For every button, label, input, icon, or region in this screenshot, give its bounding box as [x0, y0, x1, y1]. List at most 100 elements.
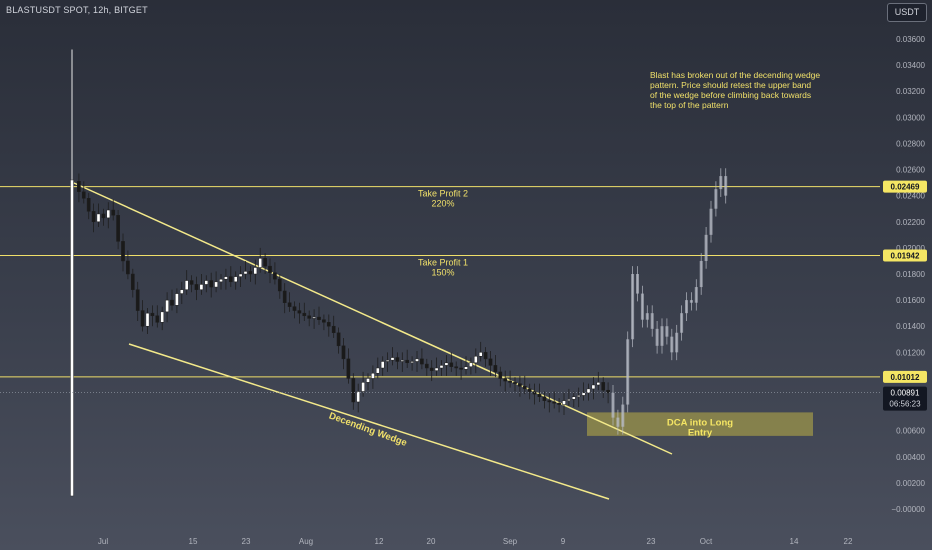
level-price-label: 0.01012 — [891, 373, 920, 382]
entry-zone-box[interactable] — [587, 412, 813, 436]
x-tick-label: 9 — [561, 537, 566, 546]
candle — [586, 388, 591, 394]
candle — [503, 378, 508, 382]
projection-candle — [680, 313, 684, 333]
candle — [366, 378, 370, 383]
y-tick-label: 0.03200 — [896, 87, 925, 96]
candle — [165, 299, 169, 313]
projection-candle — [650, 313, 654, 329]
x-tick-label: 23 — [647, 537, 656, 546]
candle — [346, 358, 351, 379]
candle — [571, 396, 576, 400]
projection-candle — [709, 208, 713, 235]
symbol-title: BLASTUSDT SPOT, 12h, BITGET — [6, 5, 148, 15]
candle — [508, 380, 512, 383]
level-label: Take Profit 1 — [418, 257, 468, 267]
candle — [312, 316, 316, 319]
projection-candle — [719, 176, 723, 190]
projection-candle — [714, 189, 718, 209]
candle — [557, 403, 561, 405]
projection-candle — [689, 300, 693, 303]
candle — [145, 312, 150, 327]
y-tick-label: 0.01600 — [896, 296, 925, 305]
candle — [434, 367, 439, 371]
x-tick-label: 14 — [790, 537, 799, 546]
candle — [233, 276, 238, 283]
x-tick-label: Oct — [700, 537, 713, 546]
candle — [581, 392, 586, 396]
candle — [101, 213, 106, 219]
candle — [263, 258, 267, 267]
candle — [219, 278, 223, 283]
candle — [410, 361, 414, 364]
candle — [420, 358, 424, 365]
projection-candle — [675, 332, 679, 353]
candle — [204, 280, 209, 285]
candle — [199, 284, 204, 290]
candle — [493, 365, 498, 373]
candle — [326, 322, 331, 327]
candle — [478, 352, 483, 357]
candle — [258, 258, 263, 268]
x-axis: Jul 15 23 Aug 12 20 Sep 9 23 Oct 14 22 — [98, 537, 853, 546]
annotation-line: of the wedge before climbing back toward… — [650, 90, 811, 100]
candle — [395, 357, 400, 362]
candle — [116, 215, 120, 242]
level-sublabel: 220% — [431, 199, 454, 209]
candle — [513, 382, 517, 384]
candle — [498, 371, 503, 379]
last-price-value: 0.00891 — [891, 389, 920, 398]
candle — [390, 357, 395, 361]
candle — [356, 391, 361, 403]
candle — [596, 382, 601, 386]
x-tick-label: 12 — [375, 537, 384, 546]
candle — [400, 359, 405, 362]
candle — [371, 372, 375, 379]
wedge-upper-line[interactable] — [73, 182, 673, 455]
candle — [135, 289, 140, 311]
candle — [126, 260, 130, 275]
candle — [473, 356, 478, 364]
y-tick-label: 0.01800 — [896, 270, 925, 279]
candle — [170, 299, 174, 306]
candle — [282, 290, 287, 303]
candle — [591, 384, 596, 390]
candle — [385, 359, 390, 362]
candle — [243, 271, 248, 275]
level-sublabel: 150% — [431, 267, 454, 277]
currency-button[interactable]: USDT — [887, 3, 927, 22]
candle — [351, 378, 356, 403]
candle — [542, 396, 547, 401]
candle — [224, 276, 228, 280]
candle — [184, 280, 189, 290]
last-price-badge — [883, 386, 927, 411]
annotation-note: Blast has broken out of the decending we… — [650, 70, 820, 110]
candle — [155, 315, 160, 323]
y-tick-label: 0.02200 — [896, 218, 925, 227]
x-tick-label: 20 — [427, 537, 436, 546]
candle — [405, 359, 410, 364]
candle — [518, 383, 522, 387]
candle — [464, 366, 468, 370]
candle — [375, 367, 380, 374]
candle — [96, 213, 101, 223]
projection-candle — [621, 404, 625, 427]
candle — [424, 363, 429, 369]
candle — [81, 191, 86, 199]
candle — [522, 386, 527, 390]
candles — [77, 173, 610, 415]
candle — [454, 366, 459, 369]
candle — [547, 400, 552, 403]
candle — [130, 273, 135, 290]
wedge-lower-line[interactable] — [128, 343, 610, 500]
candle — [238, 273, 243, 277]
candle — [567, 399, 571, 401]
level-price-label: 0.02469 — [891, 183, 920, 192]
candle — [331, 325, 336, 334]
candle — [228, 276, 233, 283]
candle — [380, 361, 385, 369]
candle — [449, 362, 454, 367]
